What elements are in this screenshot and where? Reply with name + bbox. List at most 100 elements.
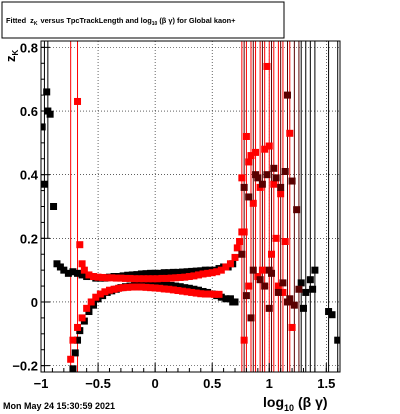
data-point	[208, 269, 216, 277]
data-point	[174, 268, 182, 276]
data-point	[185, 273, 193, 281]
y-tick-label: −0.2	[12, 359, 38, 374]
data-point	[247, 152, 255, 160]
data-point	[247, 314, 255, 322]
data-point	[142, 270, 150, 278]
data-point	[265, 304, 273, 312]
data-point	[268, 250, 276, 258]
data-layer	[41, 41, 340, 372]
data-point	[94, 273, 102, 281]
data-point	[80, 266, 88, 274]
data-point	[87, 298, 95, 306]
data-point	[231, 298, 239, 306]
data-point	[183, 288, 191, 296]
data-point	[258, 180, 266, 188]
x-tick-label: 1	[266, 376, 273, 391]
data-point	[206, 290, 214, 298]
data-point	[69, 268, 77, 276]
data-point	[149, 275, 157, 283]
data-point	[103, 274, 111, 282]
data-point	[188, 267, 196, 275]
data-point	[172, 282, 180, 290]
data-point	[249, 266, 257, 274]
data-point	[238, 174, 246, 182]
data-point	[142, 283, 150, 291]
data-point	[78, 271, 86, 279]
data-point	[295, 285, 303, 293]
data-point	[74, 97, 82, 105]
x-axis-label: log10 (β γ)	[263, 394, 328, 413]
data-point	[158, 274, 166, 282]
data-point	[256, 276, 264, 284]
data-point	[89, 273, 97, 281]
data-point	[299, 304, 307, 312]
data-point	[284, 91, 292, 99]
data-point	[288, 323, 296, 331]
data-point	[245, 282, 253, 290]
data-point	[67, 355, 75, 363]
data-point	[197, 290, 205, 298]
data-point	[128, 283, 136, 291]
data-point	[96, 290, 104, 298]
data-point	[144, 275, 152, 283]
data-point	[147, 284, 155, 292]
data-point	[174, 287, 182, 295]
y-tick-label: 0.8	[20, 40, 38, 55]
data-point	[133, 271, 141, 279]
x-axis-label-sub: 10	[284, 403, 294, 413]
data-point	[309, 285, 317, 293]
data-point	[194, 271, 202, 279]
y-tick-label: 0.6	[20, 104, 38, 119]
data-point	[124, 283, 132, 291]
data-point	[117, 274, 125, 282]
data-point	[284, 298, 292, 306]
data-point	[190, 272, 198, 280]
data-point	[233, 244, 241, 252]
data-point	[183, 268, 191, 276]
data-point	[231, 253, 239, 261]
data-point	[165, 285, 173, 293]
title-z-symbol: z	[30, 16, 34, 25]
data-point	[172, 274, 180, 282]
data-point	[147, 269, 155, 277]
data-point	[238, 250, 246, 258]
data-point	[179, 287, 187, 295]
data-point	[43, 88, 51, 96]
data-point	[163, 274, 171, 282]
data-point	[277, 190, 285, 198]
data-point	[274, 282, 282, 290]
data-point	[112, 274, 120, 282]
data-point	[126, 274, 134, 282]
data-point	[204, 269, 212, 277]
data-point	[181, 284, 189, 292]
data-point	[226, 260, 234, 268]
data-point	[163, 281, 171, 289]
data-point	[119, 284, 127, 292]
data-point	[281, 167, 289, 175]
data-point	[334, 336, 340, 344]
y-tick-label: 0.2	[20, 231, 38, 246]
data-point	[286, 129, 294, 137]
data-point	[288, 177, 296, 185]
y-axis-label-main: z	[3, 55, 18, 62]
data-point	[254, 174, 262, 182]
data-point	[302, 288, 310, 296]
data-point	[290, 301, 298, 309]
data-point	[78, 260, 86, 268]
data-point	[213, 268, 221, 276]
data-point	[265, 142, 273, 150]
data-point	[160, 269, 168, 277]
data-point	[217, 266, 225, 274]
data-point	[210, 290, 218, 298]
data-point	[236, 238, 244, 246]
data-point	[165, 269, 173, 277]
data-point	[270, 180, 278, 188]
x-axis-label-main: log	[263, 394, 284, 410]
data-point	[160, 285, 168, 293]
data-point	[201, 290, 209, 298]
x-tick-label: 0.5	[203, 376, 221, 391]
data-point	[60, 266, 68, 274]
data-point	[181, 273, 189, 281]
data-point	[222, 263, 230, 271]
